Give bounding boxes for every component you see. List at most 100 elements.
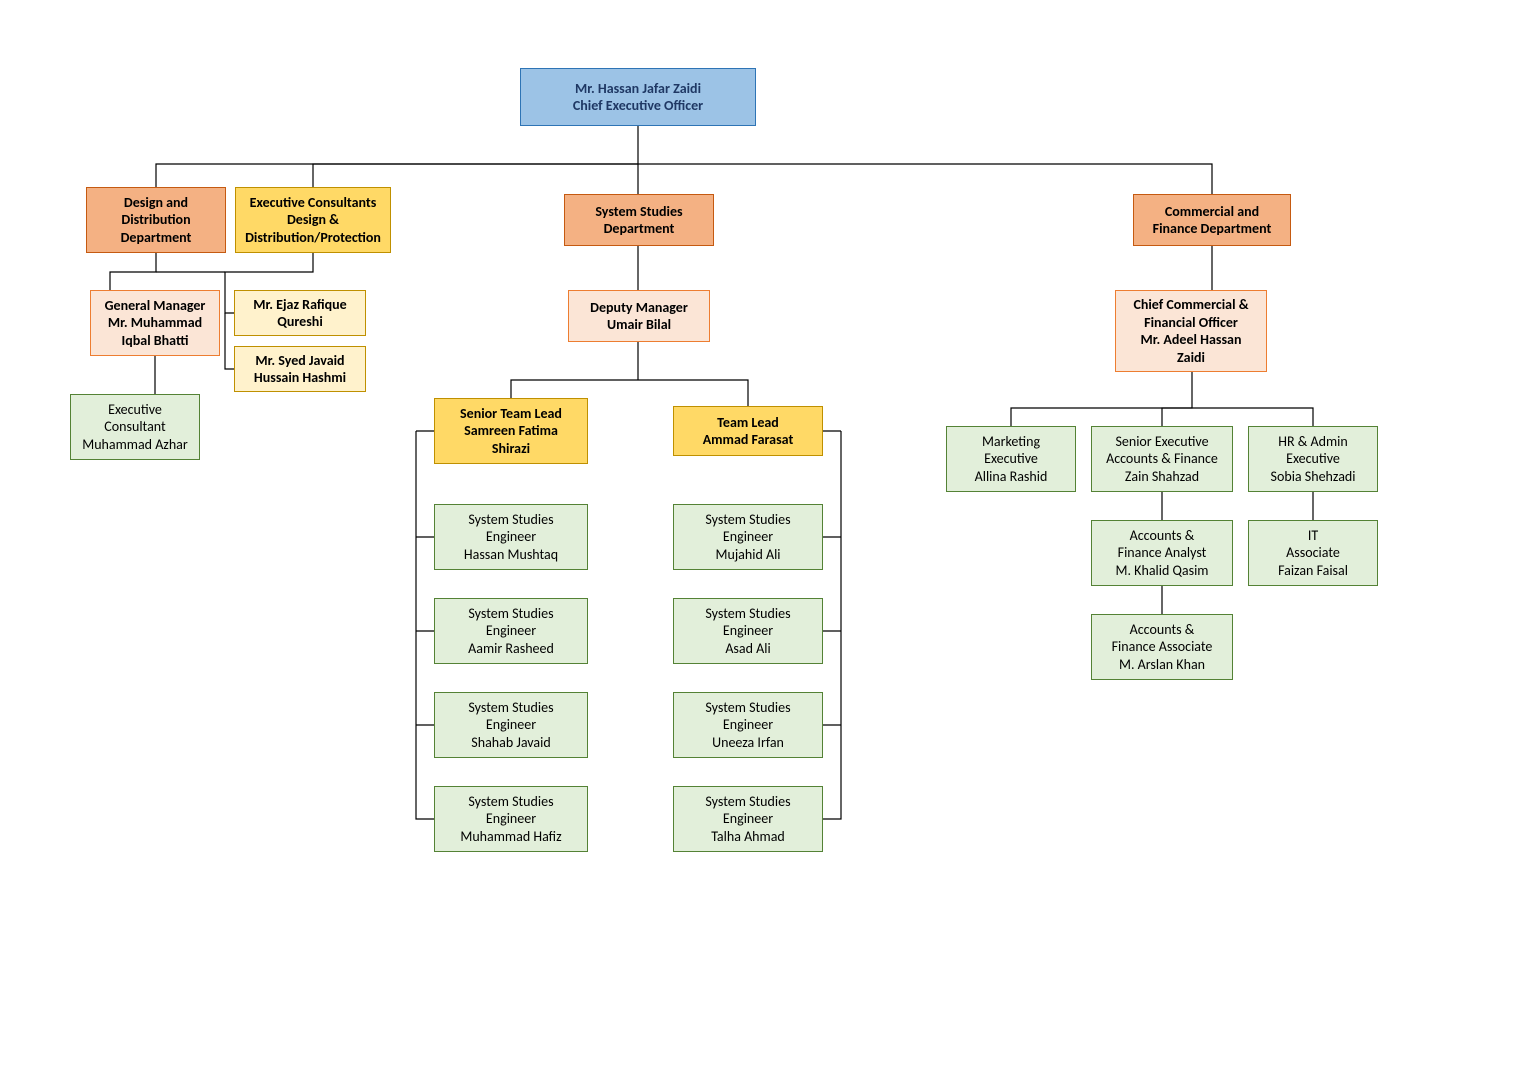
org-node-afanalyst: Accounts &Finance AnalystM. Khalid Qasim [1091, 520, 1233, 586]
org-node-hr-line: HR & Admin [1278, 433, 1347, 451]
org-node-tse4-line: Talha Ahmad [711, 828, 785, 846]
org-node-tse1-line: Engineer [723, 528, 773, 546]
org-node-execcons-line: Muhammad Azhar [82, 436, 188, 454]
org-node-tse4-line: System Studies [705, 793, 790, 811]
org-node-tse1-line: System Studies [705, 511, 790, 529]
org-node-sse1-line: Engineer [486, 528, 536, 546]
org-node-it-line: Associate [1286, 544, 1340, 562]
org-node-sse2-line: Engineer [486, 622, 536, 640]
org-node-ccfo-line: Financial Officer [1144, 314, 1238, 332]
org-node-mkt-line: Allina Rashid [975, 468, 1048, 486]
org-node-mkt-line: Executive [984, 450, 1038, 468]
org-node-afanalyst-line: M. Khalid Qasim [1116, 562, 1209, 580]
org-node-sse3-line: System Studies [468, 699, 553, 717]
org-node-afassoc-line: Finance Associate [1112, 638, 1213, 656]
org-node-cons2-line: Hussain Hashmi [254, 369, 346, 387]
org-node-ceo-line: Chief Executive Officer [573, 97, 703, 115]
org-node-stl-line: Samreen Fatima [464, 422, 558, 440]
org-node-cons1-line: Mr. Ejaz Rafique [253, 296, 346, 314]
org-node-tse3: System StudiesEngineerUneeza Irfan [673, 692, 823, 758]
org-node-mkt-line: Marketing [982, 433, 1040, 451]
org-node-tse4: System StudiesEngineerTalha Ahmad [673, 786, 823, 852]
org-node-hr: HR & AdminExecutiveSobia Shehzadi [1248, 426, 1378, 492]
org-node-cons2-line: Mr. Syed Javaid [255, 352, 344, 370]
org-node-dept4-line: Commercial and [1165, 203, 1259, 221]
org-node-ceo: Mr. Hassan Jafar ZaidiChief Executive Of… [520, 68, 756, 126]
org-node-gm: General ManagerMr. MuhammadIqbal Bhatti [90, 290, 220, 356]
org-node-it-line: IT [1308, 527, 1318, 545]
org-node-dept1-line: Design and [124, 194, 188, 212]
org-node-ccfo-line: Zaidi [1177, 349, 1205, 367]
org-node-dept3-line: System Studies [595, 203, 682, 221]
org-node-tse2-line: Engineer [723, 622, 773, 640]
org-node-sse3-line: Shahab Javaid [471, 734, 550, 752]
org-node-ccfo-line: Chief Commercial & [1133, 296, 1248, 314]
org-node-depmgr: Deputy ManagerUmair Bilal [568, 290, 710, 342]
org-node-tse3-line: System Studies [705, 699, 790, 717]
org-node-cons1-line: Qureshi [277, 313, 323, 331]
org-node-hr-line: Sobia Shehzadi [1271, 468, 1356, 486]
org-node-dept4: Commercial andFinance Department [1133, 194, 1291, 246]
org-node-seaf-line: Zain Shahzad [1125, 468, 1199, 486]
org-node-it: ITAssociateFaizan Faisal [1248, 520, 1378, 586]
org-node-it-line: Faizan Faisal [1278, 562, 1348, 580]
org-node-stl-line: Senior Team Lead [460, 405, 562, 423]
org-node-depmgr-line: Umair Bilal [607, 316, 671, 334]
org-node-tse1-line: Mujahid Ali [716, 546, 781, 564]
org-node-dept2-line: Executive Consultants [250, 194, 377, 212]
org-node-afanalyst-line: Accounts & [1130, 527, 1195, 545]
org-node-dept4-line: Finance Department [1153, 220, 1272, 238]
org-node-tse2-line: System Studies [705, 605, 790, 623]
org-node-stl-line: Shirazi [492, 440, 530, 458]
org-node-sse4-line: Muhammad Hafiz [460, 828, 561, 846]
org-node-tl: Team LeadAmmad Farasat [673, 406, 823, 456]
org-node-dept2-line: Distribution/Protection [245, 229, 381, 247]
org-node-cons2: Mr. Syed JavaidHussain Hashmi [234, 346, 366, 392]
org-node-ccfo: Chief Commercial &Financial OfficerMr. A… [1115, 290, 1267, 372]
org-node-sse3-line: Engineer [486, 716, 536, 734]
org-node-tse3-line: Uneeza Irfan [712, 734, 784, 752]
org-node-tl-line: Team Lead [717, 414, 779, 432]
org-node-seaf: Senior ExecutiveAccounts & FinanceZain S… [1091, 426, 1233, 492]
org-node-afanalyst-line: Finance Analyst [1118, 544, 1207, 562]
org-node-sse2-line: Aamir Rasheed [468, 640, 554, 658]
org-node-gm-line: Mr. Muhammad [108, 314, 202, 332]
org-node-ceo-line: Mr. Hassan Jafar Zaidi [575, 80, 701, 98]
org-node-seaf-line: Accounts & Finance [1106, 450, 1218, 468]
org-node-execcons-line: Consultant [104, 418, 165, 436]
org-node-tse4-line: Engineer [723, 810, 773, 828]
org-node-cons1: Mr. Ejaz RafiqueQureshi [234, 290, 366, 336]
org-node-dept3-line: Department [604, 220, 675, 238]
org-node-afassoc-line: Accounts & [1130, 621, 1195, 639]
org-node-dept1-line: Distribution [121, 211, 190, 229]
org-node-dept2-line: Design & [287, 211, 339, 229]
org-node-sse4-line: Engineer [486, 810, 536, 828]
org-node-gm-line: General Manager [105, 297, 206, 315]
org-node-tse3-line: Engineer [723, 716, 773, 734]
org-node-afassoc: Accounts &Finance AssociateM. Arslan Kha… [1091, 614, 1233, 680]
org-node-tl-line: Ammad Farasat [703, 431, 794, 449]
org-node-sse1-line: System Studies [468, 511, 553, 529]
org-node-hr-line: Executive [1286, 450, 1340, 468]
org-node-seaf-line: Senior Executive [1115, 433, 1208, 451]
org-node-execcons: ExecutiveConsultantMuhammad Azhar [70, 394, 200, 460]
org-node-depmgr-line: Deputy Manager [590, 299, 688, 317]
org-node-gm-line: Iqbal Bhatti [122, 332, 189, 350]
org-node-tse1: System StudiesEngineerMujahid Ali [673, 504, 823, 570]
org-node-dept3: System StudiesDepartment [564, 194, 714, 246]
org-node-execcons-line: Executive [108, 401, 162, 419]
org-node-afassoc-line: M. Arslan Khan [1119, 656, 1205, 674]
org-node-sse3: System StudiesEngineerShahab Javaid [434, 692, 588, 758]
org-node-sse2-line: System Studies [468, 605, 553, 623]
org-node-mkt: MarketingExecutiveAllina Rashid [946, 426, 1076, 492]
org-node-tse2-line: Asad Ali [725, 640, 770, 658]
org-node-sse2: System StudiesEngineerAamir Rasheed [434, 598, 588, 664]
org-node-tse2: System StudiesEngineerAsad Ali [673, 598, 823, 664]
org-node-sse1: System StudiesEngineerHassan Mushtaq [434, 504, 588, 570]
org-node-dept1-line: Department [121, 229, 192, 247]
org-node-sse4-line: System Studies [468, 793, 553, 811]
org-node-ccfo-line: Mr. Adeel Hassan [1141, 331, 1242, 349]
org-node-sse1-line: Hassan Mushtaq [464, 546, 558, 564]
org-node-sse4: System StudiesEngineerMuhammad Hafiz [434, 786, 588, 852]
org-node-stl: Senior Team LeadSamreen FatimaShirazi [434, 398, 588, 464]
